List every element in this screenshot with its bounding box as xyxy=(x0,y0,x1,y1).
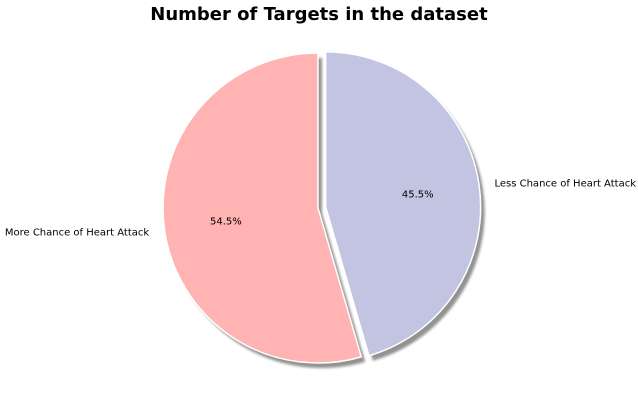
pie-label-layer: More Chance of Heart Attack 54.5% Less Cha… xyxy=(5,178,636,238)
slice-percent-more-chance-of-heart-attack: 54.5% xyxy=(210,217,242,228)
pie-slice-layer xyxy=(162,51,482,364)
pie-slice-less-chance-of-heart-attack xyxy=(324,51,482,357)
slice-percent-less-chance-of-heart-attack: 45.5% xyxy=(402,189,434,200)
chart-title: Number of Targets in the dataset xyxy=(150,4,488,25)
slice-label-less-chance-of-heart-attack: Less Chance of Heart Attack xyxy=(494,178,636,189)
pie-slice-more-chance-of-heart-attack xyxy=(162,52,363,364)
slice-label-more-chance-of-heart-attack: More Chance of Heart Attack xyxy=(5,228,150,239)
